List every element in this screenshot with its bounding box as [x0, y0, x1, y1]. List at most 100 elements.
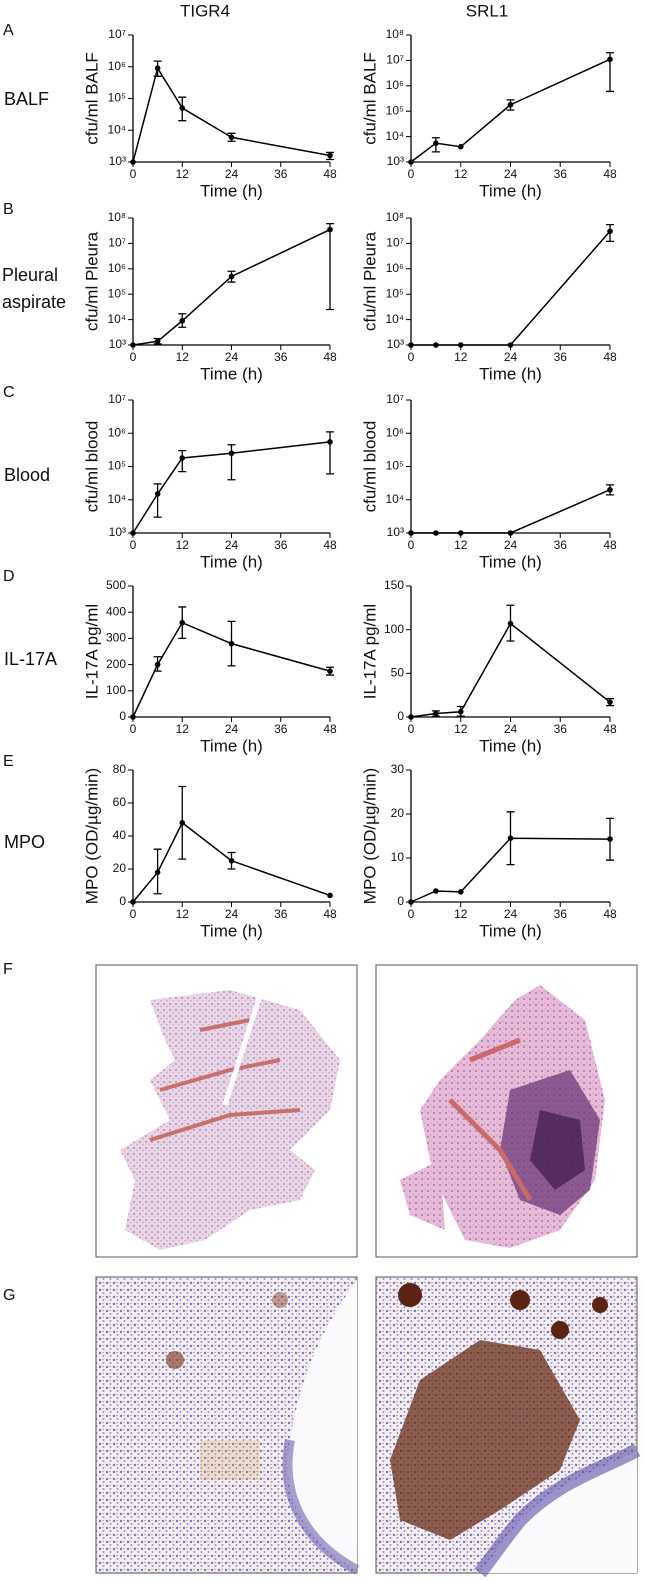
- x-axis-label: Time (h): [200, 181, 263, 200]
- y-tick-label: 0: [397, 709, 404, 723]
- row-label: Pleural: [2, 265, 58, 285]
- data-point: [327, 439, 333, 445]
- histology-image: [95, 1276, 360, 1575]
- x-tick-label: 24: [504, 907, 518, 921]
- panel-label: A: [3, 22, 14, 39]
- y-tick-label: 10⁴: [107, 492, 126, 506]
- error-bar: [326, 431, 334, 475]
- x-tick-label: 0: [408, 907, 415, 921]
- panel-label: B: [3, 201, 14, 218]
- y-tick-label: 10⁵: [386, 103, 404, 117]
- x-tick-label: 0: [408, 722, 415, 736]
- y-axis-label: cfu/ml BALF: [360, 52, 379, 145]
- x-axis-label: Time (h): [479, 552, 542, 571]
- data-line: [132, 228, 331, 346]
- x-tick-label: 0: [130, 167, 137, 181]
- x-tick-label: 24: [504, 350, 518, 364]
- y-tick-label: 10⁵: [108, 459, 126, 473]
- y-tick-label: 10⁸: [386, 27, 404, 41]
- data-point: [154, 65, 161, 72]
- y-tick-label: 0: [119, 894, 126, 908]
- y-tick-label: 10⁶: [386, 78, 404, 92]
- row-label: BALF: [4, 89, 49, 109]
- data-point: [457, 889, 464, 895]
- x-tick-label: 36: [274, 167, 288, 181]
- data-line: [411, 489, 611, 534]
- data-point: [130, 159, 136, 165]
- x-tick-label: 12: [176, 350, 190, 364]
- x-tick-label: 36: [274, 907, 288, 921]
- x-tick-label: 0: [408, 538, 415, 552]
- y-tick-label: 10⁷: [386, 53, 404, 67]
- x-tick-label: 48: [603, 722, 617, 736]
- x-tick-label: 12: [454, 538, 468, 552]
- x-tick-label: 12: [176, 907, 190, 921]
- row-label: Blood: [4, 465, 50, 485]
- x-axis-label: Time (h): [200, 736, 263, 755]
- y-tick-label: 400: [106, 604, 126, 618]
- x-tick-label: 24: [504, 538, 518, 552]
- histology-image: [375, 964, 638, 1258]
- y-tick-label: 10⁵: [386, 459, 404, 473]
- data-point: [130, 530, 136, 536]
- y-tick-label: 10³: [387, 154, 404, 168]
- data-point: [179, 317, 186, 324]
- y-tick-label: 20: [113, 861, 127, 875]
- row-label: IL-17A: [4, 649, 57, 669]
- x-tick-label: 0: [130, 722, 137, 736]
- y-tick-label: 0: [119, 709, 126, 723]
- column-title: SRL1: [466, 1, 509, 20]
- y-tick-label: 10⁷: [386, 236, 404, 250]
- x-tick-label: 36: [274, 538, 288, 552]
- data-point: [408, 899, 414, 905]
- x-tick-label: 12: [176, 167, 190, 181]
- data-point: [327, 152, 333, 159]
- data-point: [130, 342, 136, 348]
- data-point: [607, 486, 613, 493]
- data-point: [507, 620, 514, 627]
- error-bar: [153, 483, 162, 518]
- y-tick-label: 10³: [109, 154, 126, 168]
- y-tick-label: 10: [391, 850, 405, 864]
- y-tick-label: 100: [106, 683, 126, 697]
- data-point: [457, 143, 464, 150]
- panel-label: F: [3, 961, 13, 978]
- y-tick-label: 10⁷: [108, 236, 126, 250]
- x-tick-label: 48: [323, 907, 337, 921]
- data-point: [607, 836, 613, 842]
- data-point: [154, 869, 161, 876]
- y-tick-label: 10⁶: [108, 261, 126, 275]
- y-tick-label: 10⁶: [108, 425, 126, 439]
- panel-label: E: [3, 753, 14, 770]
- histology-image: [95, 964, 358, 1258]
- data-point: [607, 56, 613, 63]
- y-axis-label: cfu/ml blood: [82, 421, 101, 513]
- data-point: [154, 661, 161, 668]
- data-point: [228, 640, 235, 647]
- y-axis-label: cfu/ml Pleura: [82, 231, 101, 331]
- data-point: [130, 899, 136, 905]
- x-tick-label: 24: [504, 167, 518, 181]
- x-axis-label: Time (h): [479, 736, 542, 755]
- row-label: MPO: [4, 832, 45, 852]
- data-point: [457, 708, 464, 715]
- x-tick-label: 12: [176, 722, 190, 736]
- x-tick-label: 24: [225, 167, 239, 181]
- x-axis-label: Time (h): [200, 552, 263, 571]
- x-axis-label: Time (h): [479, 921, 542, 940]
- y-tick-label: 200: [106, 657, 126, 671]
- x-tick-label: 36: [554, 167, 568, 181]
- y-tick-label: 10³: [109, 525, 126, 539]
- x-tick-label: 36: [274, 722, 288, 736]
- x-tick-label: 48: [323, 722, 337, 736]
- panel-label: G: [3, 1287, 15, 1304]
- y-tick-label: 10³: [387, 525, 404, 539]
- x-tick-label: 0: [408, 167, 415, 181]
- y-tick-label: 150: [384, 578, 404, 592]
- x-tick-label: 48: [603, 907, 617, 921]
- data-point: [228, 273, 235, 280]
- x-tick-label: 12: [454, 167, 468, 181]
- y-axis-label: cfu/ml Pleura: [360, 231, 379, 331]
